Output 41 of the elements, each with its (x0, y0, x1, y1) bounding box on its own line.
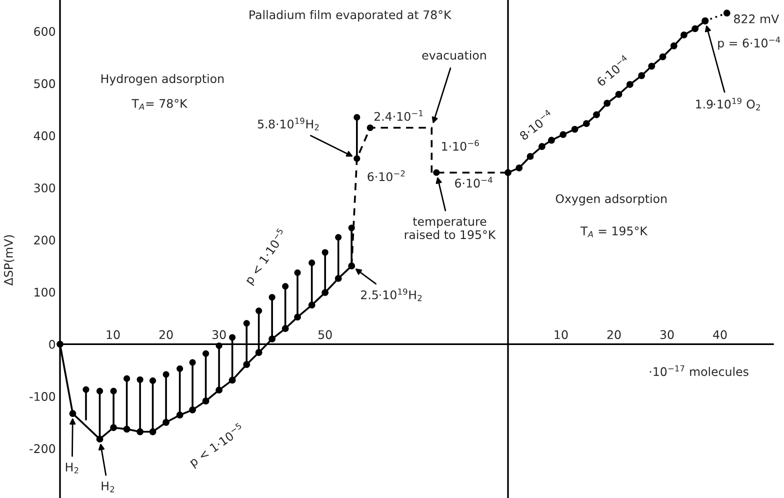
x-tick-label: 30 (212, 330, 226, 340)
annotation: 5.8·10$^{19}$H$_{2}$ (258, 118, 319, 130)
x-tick-label: 10 (106, 330, 120, 340)
annotation: 2.5·10$^{19}$H$_{2}$ (361, 288, 422, 302)
annotation: T$_{A}$= 78°K (132, 98, 188, 110)
y-tick-label: 100 (34, 288, 56, 297)
annotation: p = 6·10$^{−4}$ (718, 36, 780, 50)
annotation: 8·10$^{−4}$ (518, 109, 554, 141)
annotation: temperature raised to 195°K (404, 217, 496, 240)
annotation: Oxygen adsorption (556, 194, 667, 206)
x-tick-label: 50 (318, 330, 332, 340)
x-tick-label: 20 (159, 330, 173, 340)
annotation: 2.4·10$^{−1}$ (374, 110, 423, 121)
y-tick-label: -200 (30, 444, 56, 454)
x-axis-title: ·10$^{−17}$ molecules (650, 365, 748, 376)
annotation: evacuation (422, 50, 486, 60)
annotation: p < 1·10$^{−5}$ (188, 422, 246, 469)
y-axis-title: ΔSP(mV) (4, 235, 14, 286)
annotation: T$_{A}$ = 195°K (580, 226, 648, 238)
x-tick-label: 30 (660, 330, 674, 340)
x-tick-label: 10 (554, 330, 568, 340)
annotation: H$_{2}$ (66, 462, 78, 474)
annotation: 6·10$^{−2}$ (368, 170, 405, 182)
y-tick-label: 600 (34, 27, 56, 36)
annotation: 6·10$^{−4}$ (455, 176, 492, 188)
annotation: 1.9·10$^{19}$ O$_{2}$ (696, 98, 760, 110)
annotation: 822 mV (734, 14, 780, 24)
annotation: H$_{2}$ (102, 482, 114, 492)
x-tick-label: 40 (713, 330, 727, 340)
y-tick-label: 500 (34, 79, 56, 88)
text: Palladium film evaporated at 78°K (250, 10, 452, 22)
annotation: 6·10$^{−4}$ (594, 54, 630, 87)
y-tick-label: -100 (30, 392, 56, 401)
annotation: p < 1·10$^{−5}$ (243, 228, 290, 286)
y-tick-label: 400 (34, 131, 56, 140)
x-tick-label: 20 (607, 330, 621, 340)
y-tick-label: 200 (34, 236, 56, 245)
annotation: 1·10$^{−6}$ (442, 140, 479, 151)
annotation: Hydrogen adsorption (101, 74, 224, 86)
y-tick-label: 300 (34, 183, 56, 192)
y-tick-label: 0 (49, 340, 56, 349)
